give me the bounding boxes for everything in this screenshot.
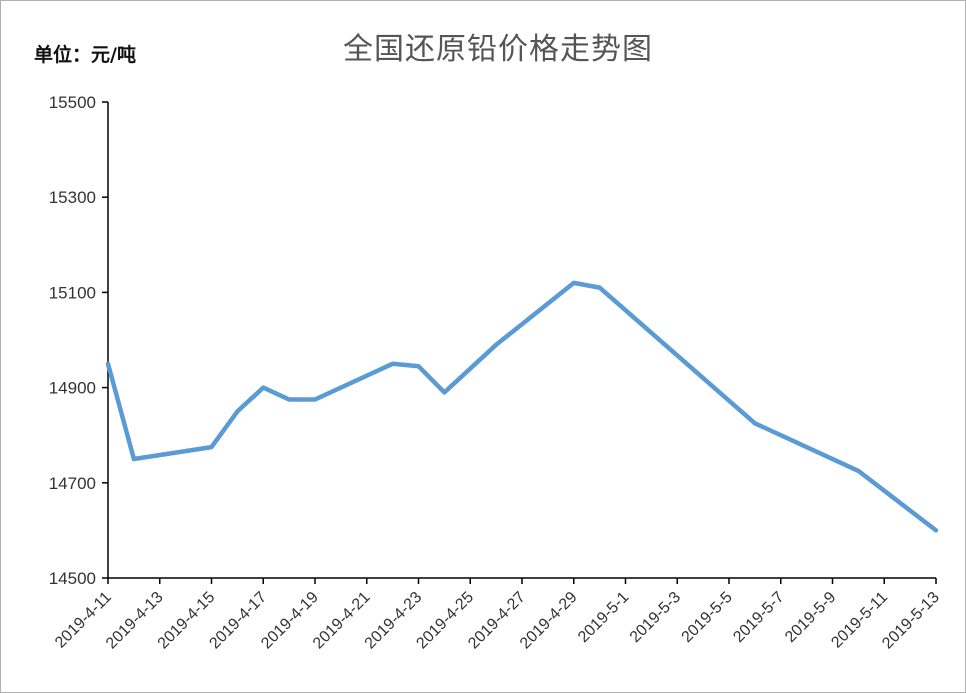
price-line — [105, 280, 939, 533]
series-layer — [105, 280, 939, 533]
y-tick-label: 14700 — [49, 474, 96, 493]
y-tick-label: 15500 — [49, 93, 96, 112]
x-tick-label: 2019-5-5 — [679, 589, 736, 646]
y-tick-label: 14900 — [49, 379, 96, 398]
y-tick-label: 15300 — [49, 188, 96, 207]
x-tick-label: 2019-5-3 — [627, 589, 684, 646]
x-tick-label: 2019-5-7 — [730, 589, 787, 646]
x-tick-label: 2019-5-1 — [575, 589, 632, 646]
x-tick-label: 2019-5-13 — [879, 589, 943, 653]
x-tick-label: 2019-4-29 — [517, 589, 581, 653]
x-ticks: 2019-4-112019-4-132019-4-152019-4-172019… — [52, 578, 943, 652]
chart-title: 全国还原铅价格走势图 — [343, 32, 653, 67]
axes — [107, 102, 936, 579]
y-tick-label: 14500 — [49, 569, 96, 588]
y-ticks: 14500 14700 14900 15100 15300 15500 — [49, 93, 108, 588]
y-tick-label: 15100 — [49, 283, 96, 302]
unit-label: 单位：元/吨 — [34, 44, 136, 66]
